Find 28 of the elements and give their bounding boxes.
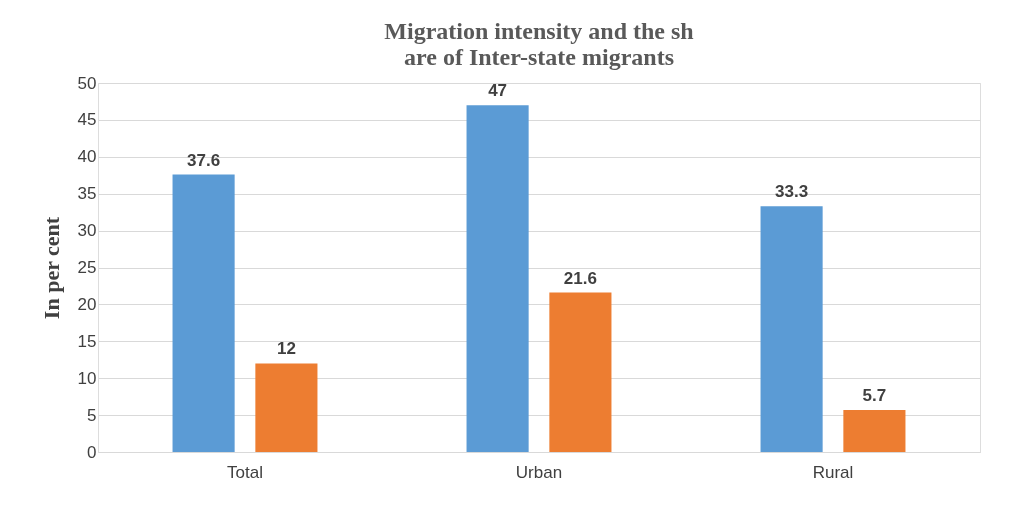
x-tick-label: Urban	[515, 462, 563, 482]
chart-title: Migration intensity and the sh are of Inter-state migrants	[384, 18, 694, 70]
y-tick-label: 25	[77, 258, 97, 277]
bar	[255, 363, 318, 452]
data-label: 21.6	[563, 268, 597, 288]
data-label: 33.3	[775, 182, 809, 202]
y-tick-label: 45	[77, 110, 97, 130]
x-tick-label: Total	[227, 462, 263, 482]
y-tick-label: 20	[77, 294, 97, 314]
data-label: 47	[488, 81, 508, 101]
y-tick-label: 10	[77, 368, 97, 388]
y-tick-label: 50	[77, 73, 97, 93]
x-tick-label: Rural	[812, 462, 854, 482]
y-axis-title: In per cent	[38, 216, 64, 320]
y-tick-label: 0	[87, 442, 97, 462]
y-tick-label: 5	[87, 405, 97, 425]
y-tick-label: 35	[77, 184, 97, 204]
data-label: 37.6	[187, 150, 221, 170]
y-tick-label: 40	[77, 147, 97, 167]
bar	[172, 174, 235, 452]
bar	[760, 206, 823, 452]
y-tick-label: 15	[77, 331, 97, 351]
bar	[549, 292, 612, 452]
y-tick-label: 30	[77, 221, 97, 241]
bar	[466, 105, 529, 452]
data-label: 5.7	[862, 385, 887, 405]
bar	[843, 409, 906, 452]
data-label: 12	[276, 339, 296, 359]
